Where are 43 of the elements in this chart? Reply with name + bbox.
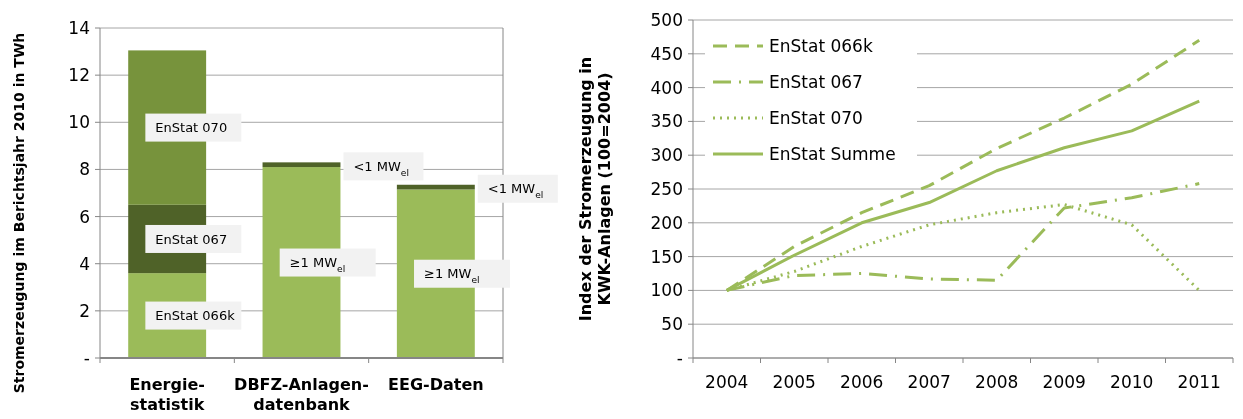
y-tick-label: 2 bbox=[79, 300, 90, 321]
x-tick-label: 2006 bbox=[840, 372, 884, 392]
legend-label: EnStat Summe bbox=[769, 143, 896, 164]
y-axis-title: Index der Stromerzeugung in KWK-Anlagen (100=2004) bbox=[576, 56, 615, 322]
y-tick-label: 450 bbox=[650, 43, 683, 64]
y-tick-label: 50 bbox=[661, 314, 683, 335]
annotation: <1 MW$_{el}$ bbox=[353, 158, 409, 178]
y-tick-label: 100 bbox=[650, 280, 683, 301]
y-tick-label: 4 bbox=[79, 253, 90, 274]
x-tick-label: 2004 bbox=[705, 372, 749, 392]
x-tick-label: 2008 bbox=[975, 372, 1019, 392]
y-tick-label: - bbox=[83, 347, 90, 368]
y-tick-label: - bbox=[676, 347, 683, 368]
y-tick-label: 8 bbox=[79, 159, 90, 180]
annotation: EnStat 067 bbox=[155, 231, 228, 247]
y-tick-label: 250 bbox=[650, 178, 683, 199]
annotation: EnStat 070 bbox=[155, 120, 228, 136]
x-tick-label: Energie- statistik bbox=[129, 375, 205, 414]
y-tick-label: 6 bbox=[79, 206, 90, 227]
legend-label: EnStat 070 bbox=[769, 107, 863, 128]
legend-label: EnStat 067 bbox=[769, 71, 863, 92]
x-tick-label: 2009 bbox=[1042, 372, 1086, 392]
x-tick-label: 2011 bbox=[1177, 372, 1221, 392]
legend-label: EnStat 066k bbox=[769, 35, 873, 56]
y-tick-label: 14 bbox=[68, 17, 90, 38]
annotation: EnStat 066k bbox=[155, 308, 236, 324]
y-tick-label: 300 bbox=[650, 145, 683, 166]
x-tick-label: 2010 bbox=[1110, 372, 1154, 392]
y-tick-label: 12 bbox=[68, 65, 90, 86]
annotation: ≥1 MW$_{el}$ bbox=[289, 255, 346, 275]
annotation: ≥1 MW$_{el}$ bbox=[424, 266, 480, 286]
y-tick-label: 500 bbox=[650, 9, 683, 30]
x-tick-label: 2007 bbox=[907, 372, 951, 392]
y-tick-label: 400 bbox=[650, 77, 683, 98]
x-tick-label: DBFZ-Anlagen- datenbank bbox=[234, 375, 369, 414]
y-tick-label: 350 bbox=[650, 111, 683, 132]
y-tick-label: 150 bbox=[650, 246, 683, 267]
annotation: <1 MW$_{el}$ bbox=[487, 181, 544, 201]
x-tick-label: 2005 bbox=[772, 372, 816, 392]
y-axis-title: Stromerzeugung im Berichtsjahr 2010 in TWh bbox=[11, 32, 27, 394]
y-tick-label: 10 bbox=[68, 112, 90, 133]
y-tick-label: 200 bbox=[650, 212, 683, 233]
x-tick-label: EEG-Daten bbox=[388, 375, 484, 394]
